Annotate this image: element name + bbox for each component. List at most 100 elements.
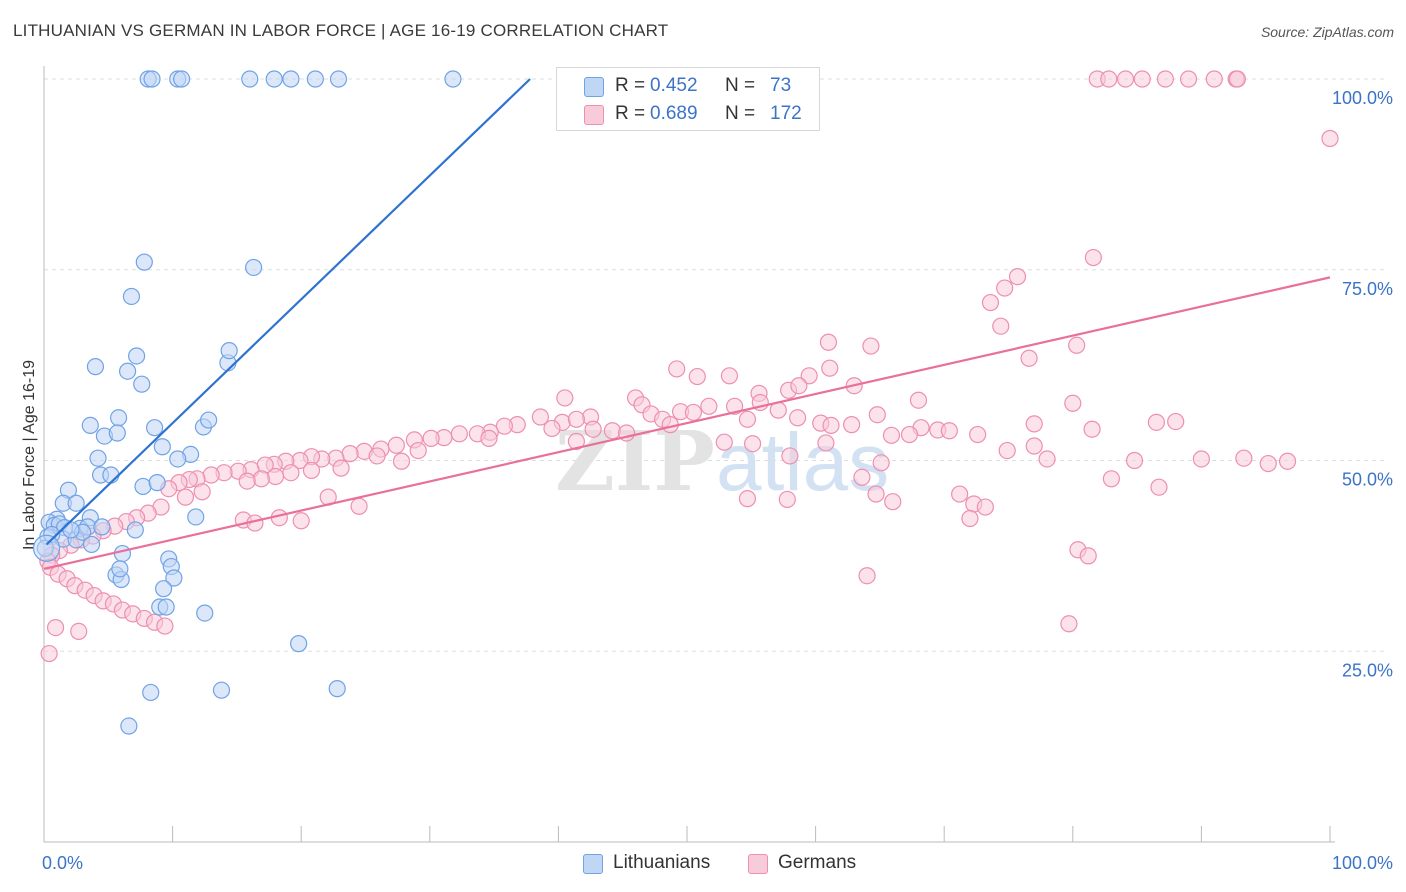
lithuanian-point	[133, 375, 151, 393]
german-point	[668, 360, 686, 378]
lithuanian-point	[241, 70, 259, 88]
german-point	[1025, 415, 1043, 433]
german-point	[1068, 336, 1086, 354]
german-point	[1156, 70, 1174, 88]
german-point	[688, 367, 706, 386]
german-point	[387, 436, 405, 454]
lithuanian-point	[145, 419, 164, 437]
german-point	[872, 454, 890, 472]
stats-row-germans: R = 0.689 N = 172	[557, 99, 819, 129]
lithuanian-point	[265, 70, 283, 88]
lithuanian-point	[82, 535, 101, 554]
lithuanian-point	[142, 683, 160, 702]
lithuanian-point	[127, 347, 146, 365]
german-point	[1179, 70, 1198, 88]
german-point	[202, 466, 220, 484]
german-point	[567, 410, 586, 428]
german-point	[40, 644, 58, 663]
german-point	[1102, 470, 1120, 488]
axes	[43, 66, 1335, 843]
german-point	[738, 490, 757, 508]
lithuanian-point	[143, 70, 161, 88]
german-point	[969, 425, 987, 444]
german-point	[1278, 452, 1297, 470]
german-point	[715, 433, 733, 451]
german-point	[1235, 449, 1253, 467]
german-point	[998, 441, 1016, 460]
german-point	[1192, 450, 1211, 468]
r-label: R =	[615, 103, 646, 124]
german-point	[900, 425, 919, 444]
german-point	[252, 470, 270, 488]
german-point	[961, 509, 979, 528]
legend-label-germans: Germans	[778, 852, 857, 873]
german-point	[1084, 248, 1102, 267]
lithuanian-point	[328, 680, 346, 698]
r-value: 0.452	[650, 75, 698, 96]
german-point	[603, 422, 622, 440]
german-point	[817, 434, 835, 452]
german-point	[1259, 454, 1277, 473]
lithuanian-point	[169, 450, 187, 468]
lithuanian-point	[245, 258, 263, 277]
german-point	[1321, 129, 1339, 148]
german-point	[1079, 547, 1097, 565]
german-point	[495, 417, 513, 435]
source-label: Source: ZipAtlas.com	[1260, 24, 1394, 40]
r-value: 0.689	[650, 103, 698, 124]
german-point	[738, 410, 757, 428]
german-point	[882, 426, 901, 444]
lithuanian-point	[148, 474, 166, 492]
german-point	[332, 459, 350, 477]
german-point	[951, 485, 969, 503]
x-tick-label: 100.0%	[1332, 853, 1393, 873]
chart-title: LITHUANIAN VS GERMAN IN LABOR FORCE | AG…	[13, 21, 669, 40]
german-point	[156, 617, 174, 635]
legend-swatch-germans	[748, 854, 768, 874]
lithuanian-point	[290, 635, 308, 653]
german-point	[1100, 70, 1118, 88]
german-point	[1060, 615, 1078, 633]
german-point	[1025, 437, 1043, 455]
german-point	[341, 445, 359, 463]
swatch-lithuanians	[584, 77, 604, 97]
lithuanian-point	[108, 424, 126, 442]
german-point	[1008, 268, 1027, 286]
lithuanians-points	[32, 70, 462, 735]
german-point	[981, 293, 1000, 312]
german-point	[584, 420, 602, 438]
lithuanian-point	[120, 717, 138, 735]
german-point	[743, 435, 762, 453]
y-tick-label: 75.0%	[1342, 279, 1393, 299]
german-point	[1083, 420, 1101, 438]
german-point	[292, 512, 310, 530]
germans-trend-line	[43, 276, 1331, 570]
lithuanian-point	[154, 580, 173, 598]
german-point	[909, 391, 928, 409]
legend-swatch-lithuanians	[583, 854, 603, 874]
lithuanian-point	[153, 438, 171, 456]
german-point	[1167, 412, 1185, 431]
lithuanian-point	[113, 544, 132, 563]
lithuanian-point	[118, 362, 137, 380]
swatch-germans	[584, 105, 604, 125]
lithuanian-point	[134, 477, 152, 496]
german-point	[819, 333, 838, 351]
german-point	[858, 567, 876, 585]
german-point	[567, 432, 586, 451]
german-point	[1116, 70, 1135, 88]
lithuanian-point	[122, 287, 141, 306]
lithuanian-point	[200, 411, 218, 429]
german-point	[996, 279, 1014, 297]
lithuanian-point	[220, 342, 238, 360]
lithuanian-point	[329, 70, 348, 88]
german-point	[940, 422, 958, 440]
german-point	[781, 447, 799, 465]
tick-labels: 25.0% 50.0% 75.0% 100.0% 0.0% 100.0%	[42, 88, 1393, 873]
german-point	[1228, 70, 1247, 88]
y-tick-label: 25.0%	[1342, 660, 1393, 680]
x-tick-label: 0.0%	[42, 853, 83, 873]
watermark: ZIP atlas	[555, 414, 889, 510]
lithuanian-point	[282, 70, 300, 88]
german-point	[843, 416, 861, 434]
